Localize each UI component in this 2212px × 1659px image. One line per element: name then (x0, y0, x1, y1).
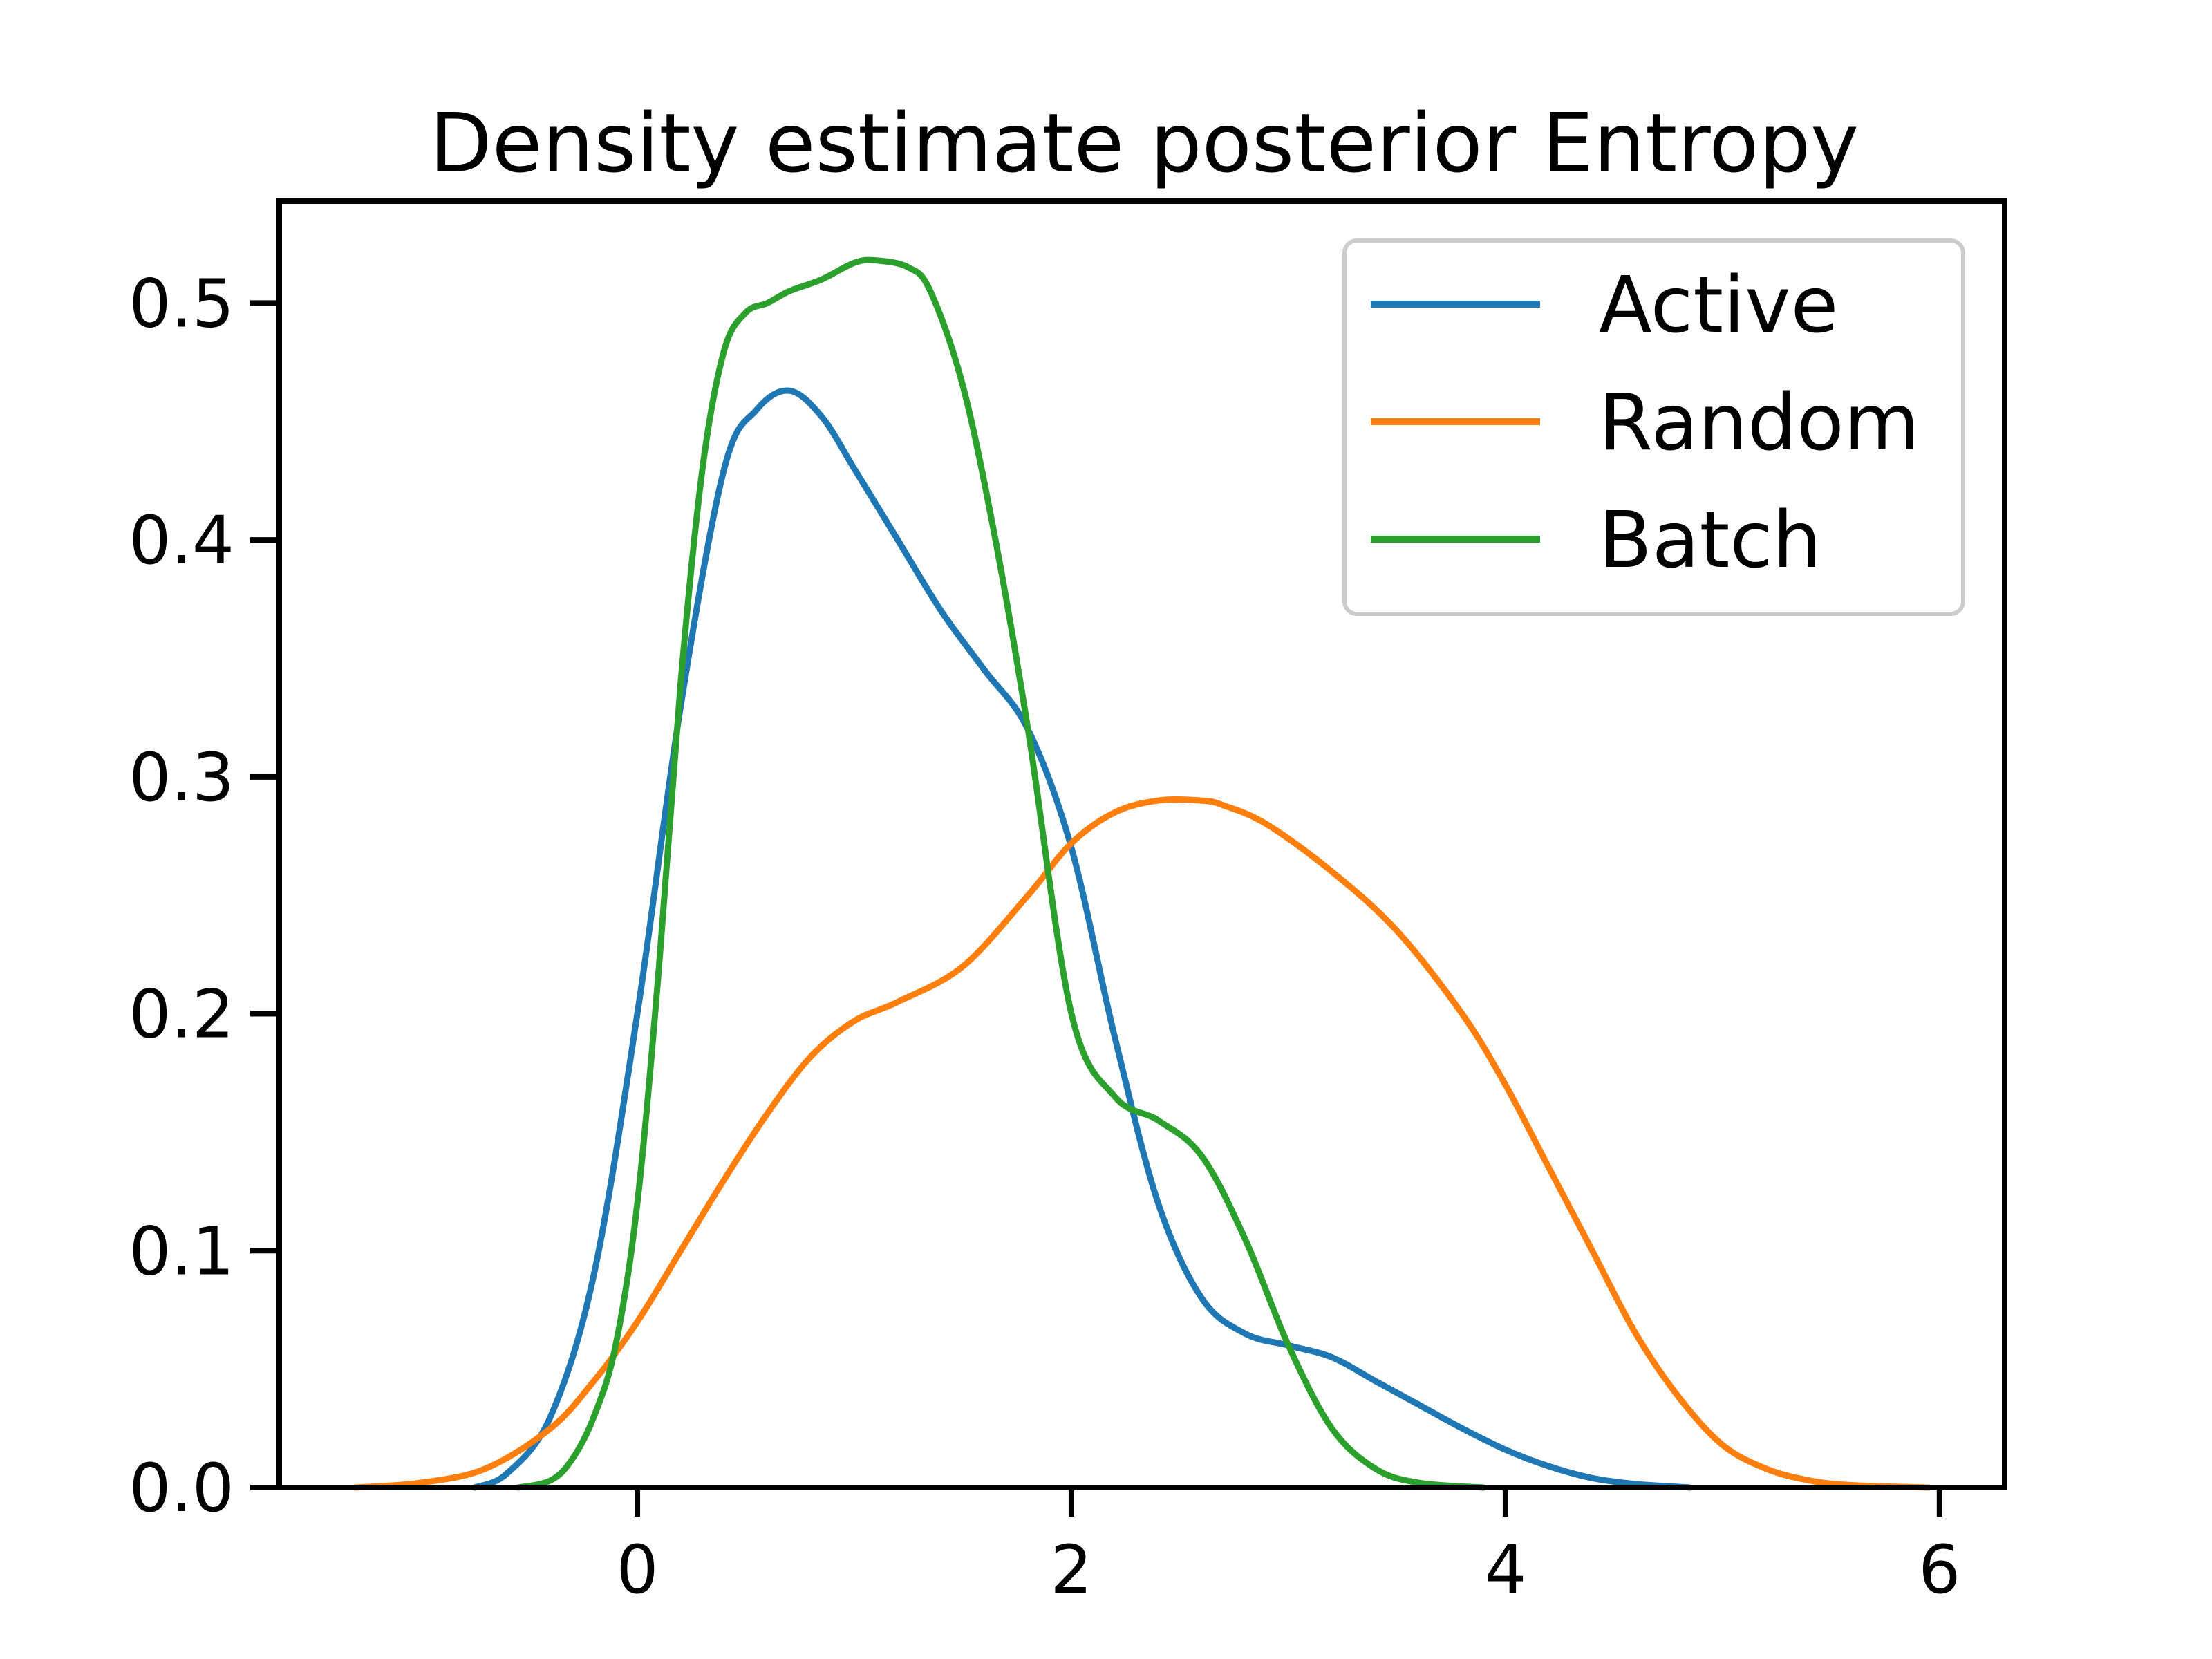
y-axis: 0.0 0.1 0.2 0.3 0.4 0.5 (129, 265, 279, 1527)
series-line-active (471, 387, 1694, 1491)
y-tick-label-0-4: 0.4 (129, 502, 234, 579)
y-tick-label-0-2: 0.2 (129, 976, 234, 1053)
legend-label-batch: Batch (1599, 496, 1821, 585)
legend-entry-random: Random (1371, 378, 1920, 468)
legend: Active Random Batch (1342, 238, 1965, 616)
x-axis: 0 2 4 6 (616, 1488, 1960, 1609)
x-tick-label-4: 4 (1484, 1531, 1526, 1609)
legend-entry-active: Active (1371, 261, 1838, 350)
plot-frame (276, 198, 2007, 1490)
x-tick-label-2: 2 (1050, 1531, 1092, 1609)
series-layer (352, 256, 1932, 1491)
legend-label-random: Random (1599, 378, 1920, 468)
x-tick-label-6: 6 (1918, 1531, 1960, 1609)
x-tick-label-0: 0 (616, 1531, 658, 1609)
legend-frame (1342, 238, 1965, 616)
series-line-random (352, 796, 1932, 1491)
legend-label-active: Active (1599, 261, 1838, 350)
y-tick-label-0-1: 0.1 (129, 1212, 234, 1290)
chart-title: Density estimate posterior Entropy (429, 95, 1859, 191)
y-tick-label-0-5: 0.5 (129, 265, 234, 342)
y-tick-label-0-0: 0.0 (129, 1450, 234, 1527)
legend-entry-batch: Batch (1371, 496, 1821, 585)
series-line-batch (514, 256, 1487, 1491)
y-tick-label-0-3: 0.3 (129, 739, 234, 816)
